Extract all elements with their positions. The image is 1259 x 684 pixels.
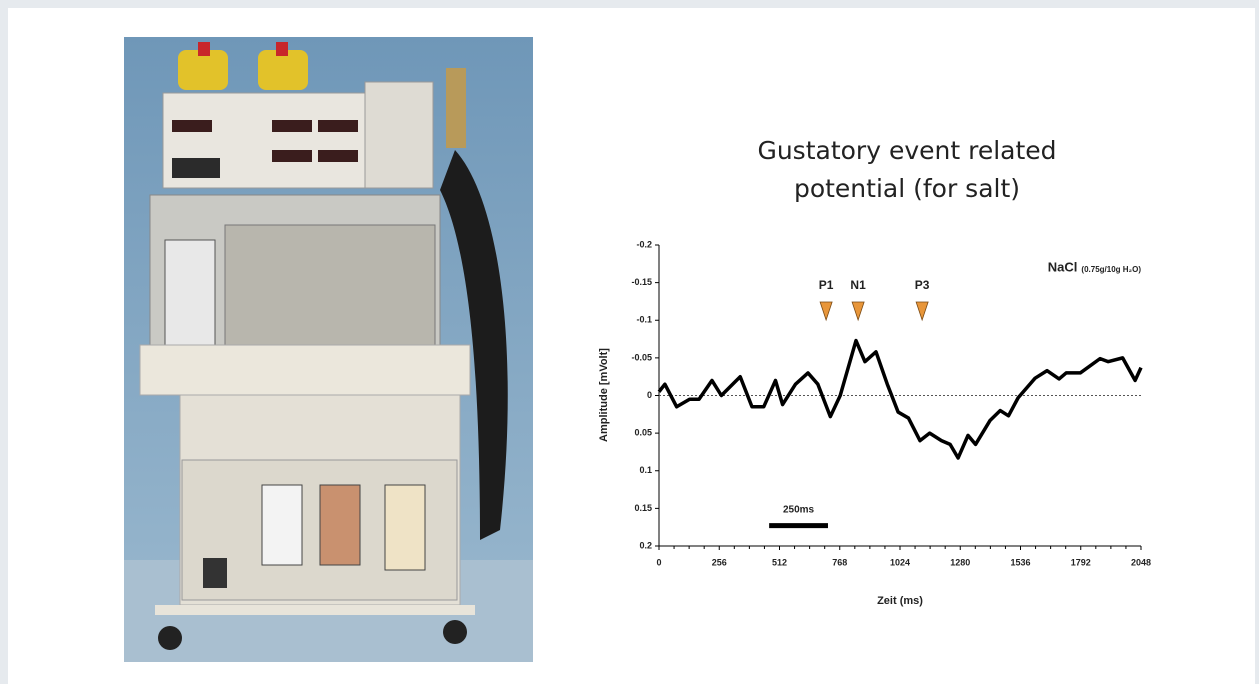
- x-tick-label: 0: [656, 557, 661, 567]
- y-tick-label: 0.1: [639, 465, 652, 475]
- scale-bar-label: 250ms: [783, 504, 815, 515]
- x-tick-label: 256: [712, 557, 727, 567]
- y-tick-label: 0.2: [639, 540, 652, 550]
- y-tick-label: -0.2: [636, 239, 652, 249]
- photo: [124, 37, 533, 662]
- peak-label: N1: [850, 278, 866, 292]
- chart-title: Gustatory event related potential (for s…: [757, 136, 1057, 203]
- annotation-subtitle: (0.75g/10g H₂O): [1081, 265, 1141, 274]
- x-tick-label: 2048: [1131, 557, 1151, 567]
- y-tick-label: 0.05: [634, 428, 652, 438]
- annotation-title: NaCl: [1048, 259, 1078, 274]
- x-axis-label: Zeit (ms): [877, 595, 923, 607]
- data-line: [657, 338, 1143, 460]
- x-tick-label: 1280: [950, 557, 970, 567]
- x-tick-label: 768: [832, 557, 847, 567]
- y-tick-label: -0.05: [631, 352, 652, 362]
- x-tick-label: 1536: [1010, 557, 1030, 567]
- peak-marker: [915, 301, 929, 322]
- y-axis-label: Amplitude [mVolt]: [598, 348, 610, 442]
- x-tick-label: 1792: [1071, 557, 1091, 567]
- y-tick-label: -0.1: [636, 315, 652, 325]
- y-tick-label: -0.15: [631, 277, 652, 287]
- peak-label: P3: [915, 278, 930, 292]
- y-tick-label: 0.15: [634, 503, 652, 513]
- peak-label: P1: [819, 278, 834, 292]
- x-tick-label: 512: [772, 557, 787, 567]
- x-tick-label: 1024: [890, 557, 910, 567]
- peak-marker: [819, 301, 833, 322]
- y-tick-label: 0: [647, 390, 652, 400]
- peak-marker: [851, 301, 865, 322]
